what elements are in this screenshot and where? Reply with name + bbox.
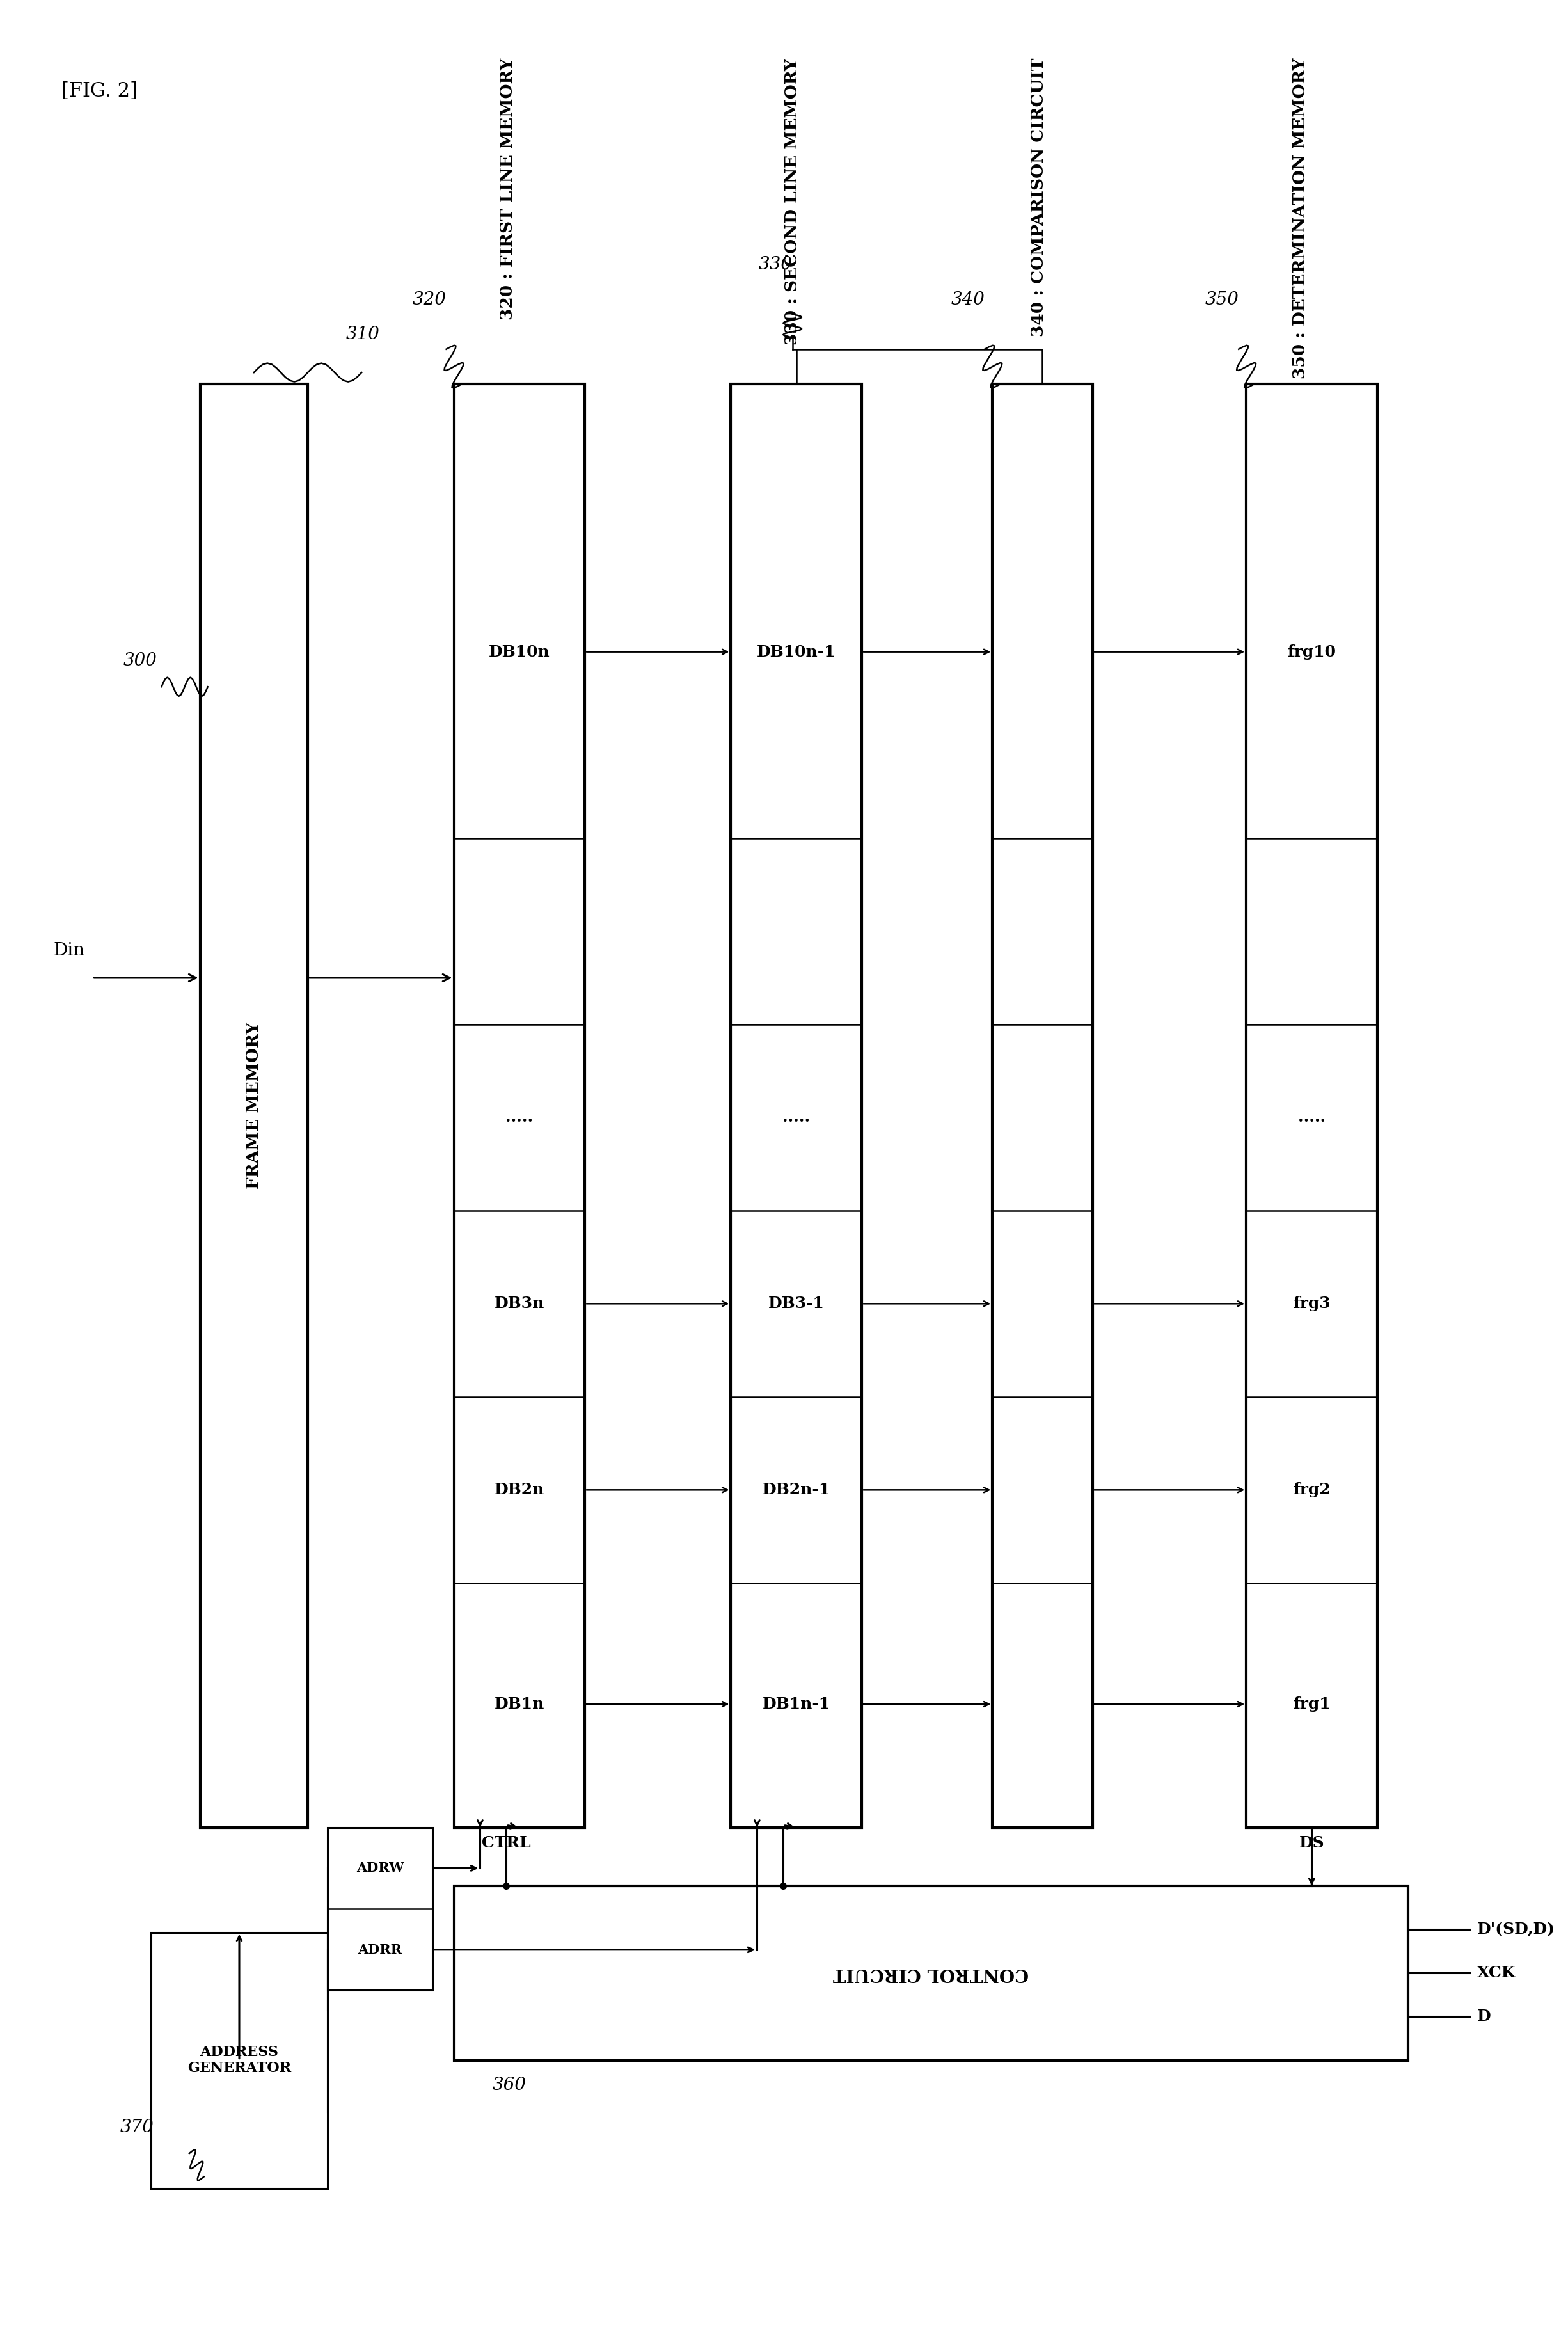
Text: frg1: frg1 xyxy=(1294,1697,1330,1711)
Text: 350: 350 xyxy=(1204,291,1239,307)
Text: 350 : DETERMINATION MEMORY: 350 : DETERMINATION MEMORY xyxy=(1292,58,1308,379)
Text: ADRW: ADRW xyxy=(356,1862,405,1874)
Bar xyxy=(328,1827,433,1990)
Text: 340 : COMPARISON CIRCUIT: 340 : COMPARISON CIRCUIT xyxy=(1030,58,1046,338)
Text: 310: 310 xyxy=(347,326,379,342)
Text: CONTROL CIRCUIT: CONTROL CIRCUIT xyxy=(833,1965,1029,1981)
Text: 330: 330 xyxy=(759,256,792,272)
Bar xyxy=(731,384,862,1827)
Text: [FIG. 2]: [FIG. 2] xyxy=(61,81,138,102)
Text: frg2: frg2 xyxy=(1294,1483,1330,1497)
Text: DB2n: DB2n xyxy=(494,1483,544,1497)
Text: DB10n-1: DB10n-1 xyxy=(757,645,836,659)
Text: .....: ..... xyxy=(782,1110,811,1124)
Text: 360: 360 xyxy=(492,2077,527,2093)
Text: DB3-1: DB3-1 xyxy=(768,1297,825,1311)
Text: ADRR: ADRR xyxy=(358,1944,401,1956)
Bar xyxy=(1247,384,1377,1827)
Text: DB1n-1: DB1n-1 xyxy=(762,1697,829,1711)
Text: DB10n: DB10n xyxy=(489,645,550,659)
Text: 370: 370 xyxy=(121,2118,154,2135)
Text: D'(SD,D): D'(SD,D) xyxy=(1477,1921,1555,1937)
Bar xyxy=(453,1886,1408,2060)
Text: .....: ..... xyxy=(505,1110,533,1124)
Text: 340: 340 xyxy=(950,291,985,307)
Text: DB1n: DB1n xyxy=(494,1697,544,1711)
Text: DB3n: DB3n xyxy=(494,1297,544,1311)
Bar xyxy=(201,384,307,1827)
Text: frg10: frg10 xyxy=(1287,645,1336,659)
Text: 320: 320 xyxy=(412,291,447,307)
Bar xyxy=(151,1932,328,2188)
Bar xyxy=(453,384,585,1827)
Bar xyxy=(993,384,1093,1827)
Text: 320 : FIRST LINE MEMORY: 320 : FIRST LINE MEMORY xyxy=(500,58,516,321)
Text: DB2n-1: DB2n-1 xyxy=(762,1483,829,1497)
Text: Din: Din xyxy=(53,943,85,959)
Text: D: D xyxy=(1477,2009,1491,2025)
Text: CTRL: CTRL xyxy=(481,1834,530,1851)
Text: 300: 300 xyxy=(124,652,157,668)
Text: .....: ..... xyxy=(1298,1110,1325,1124)
Text: FRAME MEMORY: FRAME MEMORY xyxy=(246,1022,262,1190)
Text: XCK: XCK xyxy=(1477,1965,1516,1981)
Text: 330 : SECOND LINE MEMORY: 330 : SECOND LINE MEMORY xyxy=(784,58,800,345)
Text: ADDRESS
GENERATOR: ADDRESS GENERATOR xyxy=(188,2044,292,2077)
Text: frg3: frg3 xyxy=(1294,1297,1330,1311)
Text: DS: DS xyxy=(1298,1834,1325,1851)
